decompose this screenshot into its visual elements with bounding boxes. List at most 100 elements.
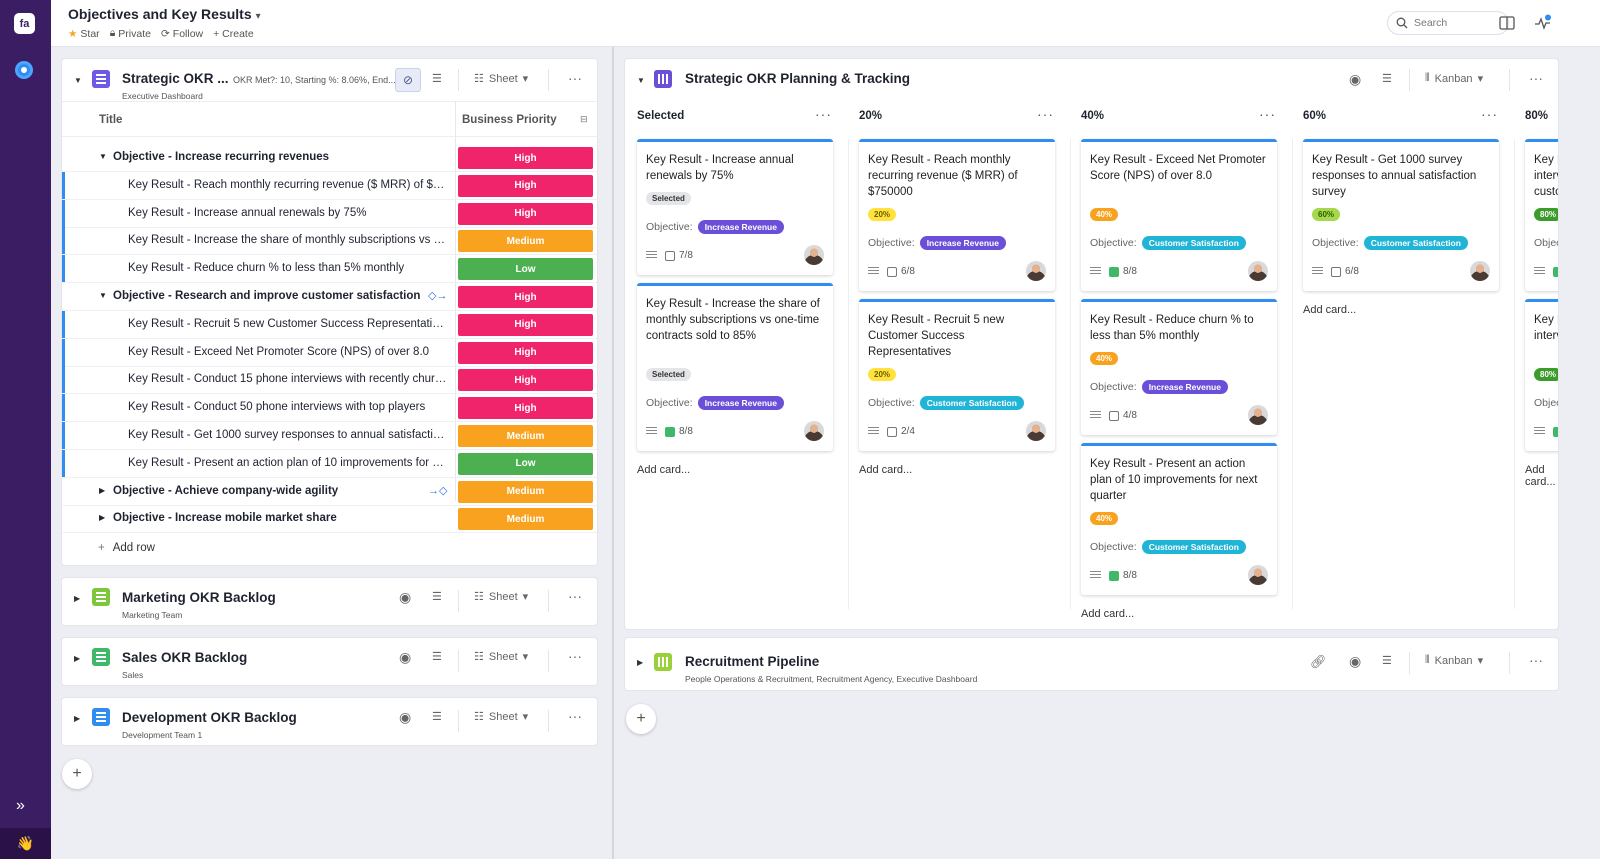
objective-tag[interactable]: Customer Satisfaction (1141, 540, 1246, 554)
key-result-row[interactable]: Key Result - Recruit 5 new Customer Succ… (62, 310, 597, 339)
collapse-row-icon[interactable]: ▼ (99, 291, 107, 300)
key-result-row[interactable]: Key Result - Exceed Net Promoter Score (… (62, 338, 597, 367)
objective-row[interactable]: ▶ Objective - Increase mobile market shar… (62, 505, 597, 534)
priority-badge[interactable]: High (458, 369, 593, 392)
filter-button[interactable]: ☰ (1382, 654, 1392, 667)
priority-badge[interactable]: Medium (458, 508, 593, 531)
kanban-card[interactable]: Key Result - Conduct 15 phone interviews… (1525, 139, 1558, 291)
avatar[interactable] (804, 245, 824, 265)
kanban-card[interactable]: Key Result - Present an action plan of 1… (1081, 443, 1277, 595)
wave-icon[interactable]: 👋 (0, 828, 51, 859)
objective-tag[interactable]: Increase Revenue (697, 396, 784, 410)
priority-badge[interactable]: High (458, 341, 593, 364)
add-card-button[interactable]: Add card... (1525, 464, 1556, 488)
view-switcher[interactable]: ⫴ Kanban ▾ (1425, 72, 1484, 85)
avatar[interactable] (1248, 261, 1268, 281)
expand-toggle-icon[interactable]: ▶ (74, 594, 81, 603)
priority-badge[interactable]: Low (458, 452, 593, 475)
kanban-column-title[interactable]: 20% (859, 110, 883, 122)
more-options-button[interactable]: ··· (1529, 652, 1543, 668)
avatar[interactable] (804, 421, 824, 441)
avatar[interactable] (1248, 565, 1268, 585)
kanban-column-title[interactable]: 60% (1303, 110, 1327, 122)
collapse-row-icon[interactable]: ▼ (99, 152, 107, 161)
priority-badge[interactable]: High (458, 313, 593, 336)
priority-badge[interactable]: Medium (458, 480, 593, 503)
activity-icon[interactable] (1534, 14, 1552, 32)
kanban-title[interactable]: Strategic OKR Planning & Tracking (685, 71, 911, 86)
expand-sidebar-icon[interactable]: » (16, 797, 25, 814)
add-widget-button-left[interactable]: + (62, 759, 92, 789)
kanban-card[interactable]: Key Result - Conduct 50 phone interviews… (1525, 299, 1558, 451)
expand-row-icon[interactable]: ▶ (99, 513, 106, 523)
expand-toggle-icon[interactable]: ▶ (74, 714, 81, 723)
priority-badge[interactable]: Medium (458, 230, 593, 253)
add-card-button[interactable]: Add card... (859, 464, 913, 476)
priority-badge[interactable]: Low (458, 258, 593, 281)
filter-button[interactable]: ☰ (432, 590, 442, 603)
column-more-icon[interactable]: ··· (1259, 106, 1276, 122)
key-result-row[interactable]: Key Result - Increase the share of month… (62, 227, 597, 256)
expand-toggle-icon[interactable]: ▶ (637, 658, 644, 667)
expand-row-icon[interactable]: ▶ (99, 485, 106, 495)
app-logo[interactable]: fa (14, 13, 35, 34)
kanban-card[interactable]: Key Result - Reach monthly recurring rev… (859, 139, 1055, 291)
avatar[interactable] (1248, 405, 1268, 425)
more-options-button[interactable]: ··· (568, 588, 582, 604)
filter-button[interactable]: ☰ (1382, 72, 1392, 85)
key-result-row[interactable]: Key Result - Increase annual renewals by… (62, 199, 597, 228)
kanban-column-title[interactable]: 40% (1081, 110, 1105, 122)
column-more-icon[interactable]: ··· (1037, 106, 1054, 122)
avatar[interactable] (1026, 261, 1046, 281)
filter-button[interactable]: ☰ (432, 650, 442, 663)
more-options-button[interactable]: ··· (568, 708, 582, 724)
objective-tag[interactable]: Increase Revenue (697, 220, 784, 234)
visibility-button[interactable]: ◉ (399, 709, 411, 726)
hide-fields-button[interactable]: ⊘ (395, 68, 421, 92)
visibility-button[interactable]: ◉ (1349, 653, 1361, 670)
priority-badge[interactable]: High (458, 147, 593, 169)
view-switcher[interactable]: ⫴ Kanban ▾ (1425, 654, 1484, 667)
sheet-title[interactable]: Development OKR Backlog (122, 710, 297, 725)
recruitment-title[interactable]: Recruitment Pipeline (685, 654, 820, 669)
collapse-toggle-icon[interactable]: ▼ (637, 76, 645, 85)
kanban-column-title[interactable]: Selected (637, 110, 685, 122)
priority-badge[interactable]: High (458, 202, 593, 225)
kanban-card[interactable]: Key Result - Reduce churn % to less than… (1081, 299, 1277, 435)
sheet-title[interactable]: Sales OKR Backlog (122, 650, 248, 665)
objective-tag[interactable]: Customer Satisfaction (1363, 236, 1468, 250)
star-button[interactable]: ★ Star (68, 27, 100, 40)
kanban-card[interactable]: Key Result - Get 1000 survey responses t… (1303, 139, 1499, 291)
search-input[interactable]: Search (1387, 11, 1509, 35)
avatar[interactable] (1026, 421, 1046, 441)
sheet-title[interactable]: Strategic OKR ... (122, 71, 229, 86)
key-result-row[interactable]: Key Result - Present an action plan of 1… (62, 449, 597, 478)
objective-row[interactable]: ▼ Objective - Research and improve custom… (62, 283, 597, 311)
key-result-row[interactable]: Key Result - Reduce churn % to less than… (62, 255, 597, 284)
objective-tag[interactable]: Customer Satisfaction (919, 396, 1024, 410)
notification-dot-icon[interactable] (15, 61, 33, 79)
column-more-icon[interactable]: ··· (815, 106, 832, 122)
avatar[interactable] (1470, 261, 1490, 281)
add-widget-button-right[interactable]: + (626, 704, 656, 734)
objective-row[interactable]: ▶ Objective - Achieve company-wide agilit… (62, 478, 597, 506)
dependency-icon[interactable]: →◇ (428, 484, 448, 497)
more-options-button[interactable]: ··· (568, 70, 582, 86)
filter-button[interactable]: ☰ (432, 72, 442, 85)
add-card-button[interactable]: Add card... (637, 464, 691, 476)
follow-button[interactable]: ⟳ Follow (160, 27, 204, 40)
kanban-card[interactable]: Key Result - Increase the share of month… (637, 283, 833, 451)
key-result-row[interactable]: Key Result - Conduct 50 phone interviews… (62, 394, 597, 423)
visibility-button[interactable]: ◉ (399, 649, 411, 666)
collapse-toggle-icon[interactable]: ▼ (74, 76, 82, 85)
kanban-card[interactable]: Key Result - Exceed Net Promoter Score (… (1081, 139, 1277, 291)
filter-button[interactable]: ☰ (432, 710, 442, 723)
column-menu-icon[interactable]: ⊟ (580, 114, 588, 124)
objective-tag[interactable]: Increase Revenue (919, 236, 1006, 250)
key-result-row[interactable]: Key Result - Get 1000 survey responses t… (62, 422, 597, 450)
priority-badge[interactable]: High (458, 397, 593, 420)
view-switcher[interactable]: ☷ Sheet ▾ (474, 72, 529, 86)
dependency-icon[interactable]: ◇→ (428, 290, 448, 302)
view-switcher[interactable]: ☷ Sheet ▾ (474, 650, 529, 664)
column-more-icon[interactable]: ··· (1481, 106, 1498, 122)
